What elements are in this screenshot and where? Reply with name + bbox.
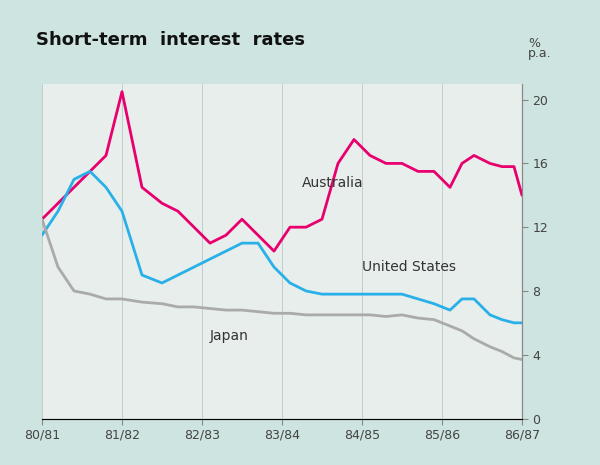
Text: p.a.: p.a.: [528, 47, 551, 60]
Text: Short-term  interest  rates: Short-term interest rates: [36, 31, 305, 49]
Text: %: %: [528, 37, 540, 50]
Text: Australia: Australia: [302, 176, 364, 190]
Text: Japan: Japan: [210, 329, 249, 343]
Text: United States: United States: [362, 260, 456, 274]
